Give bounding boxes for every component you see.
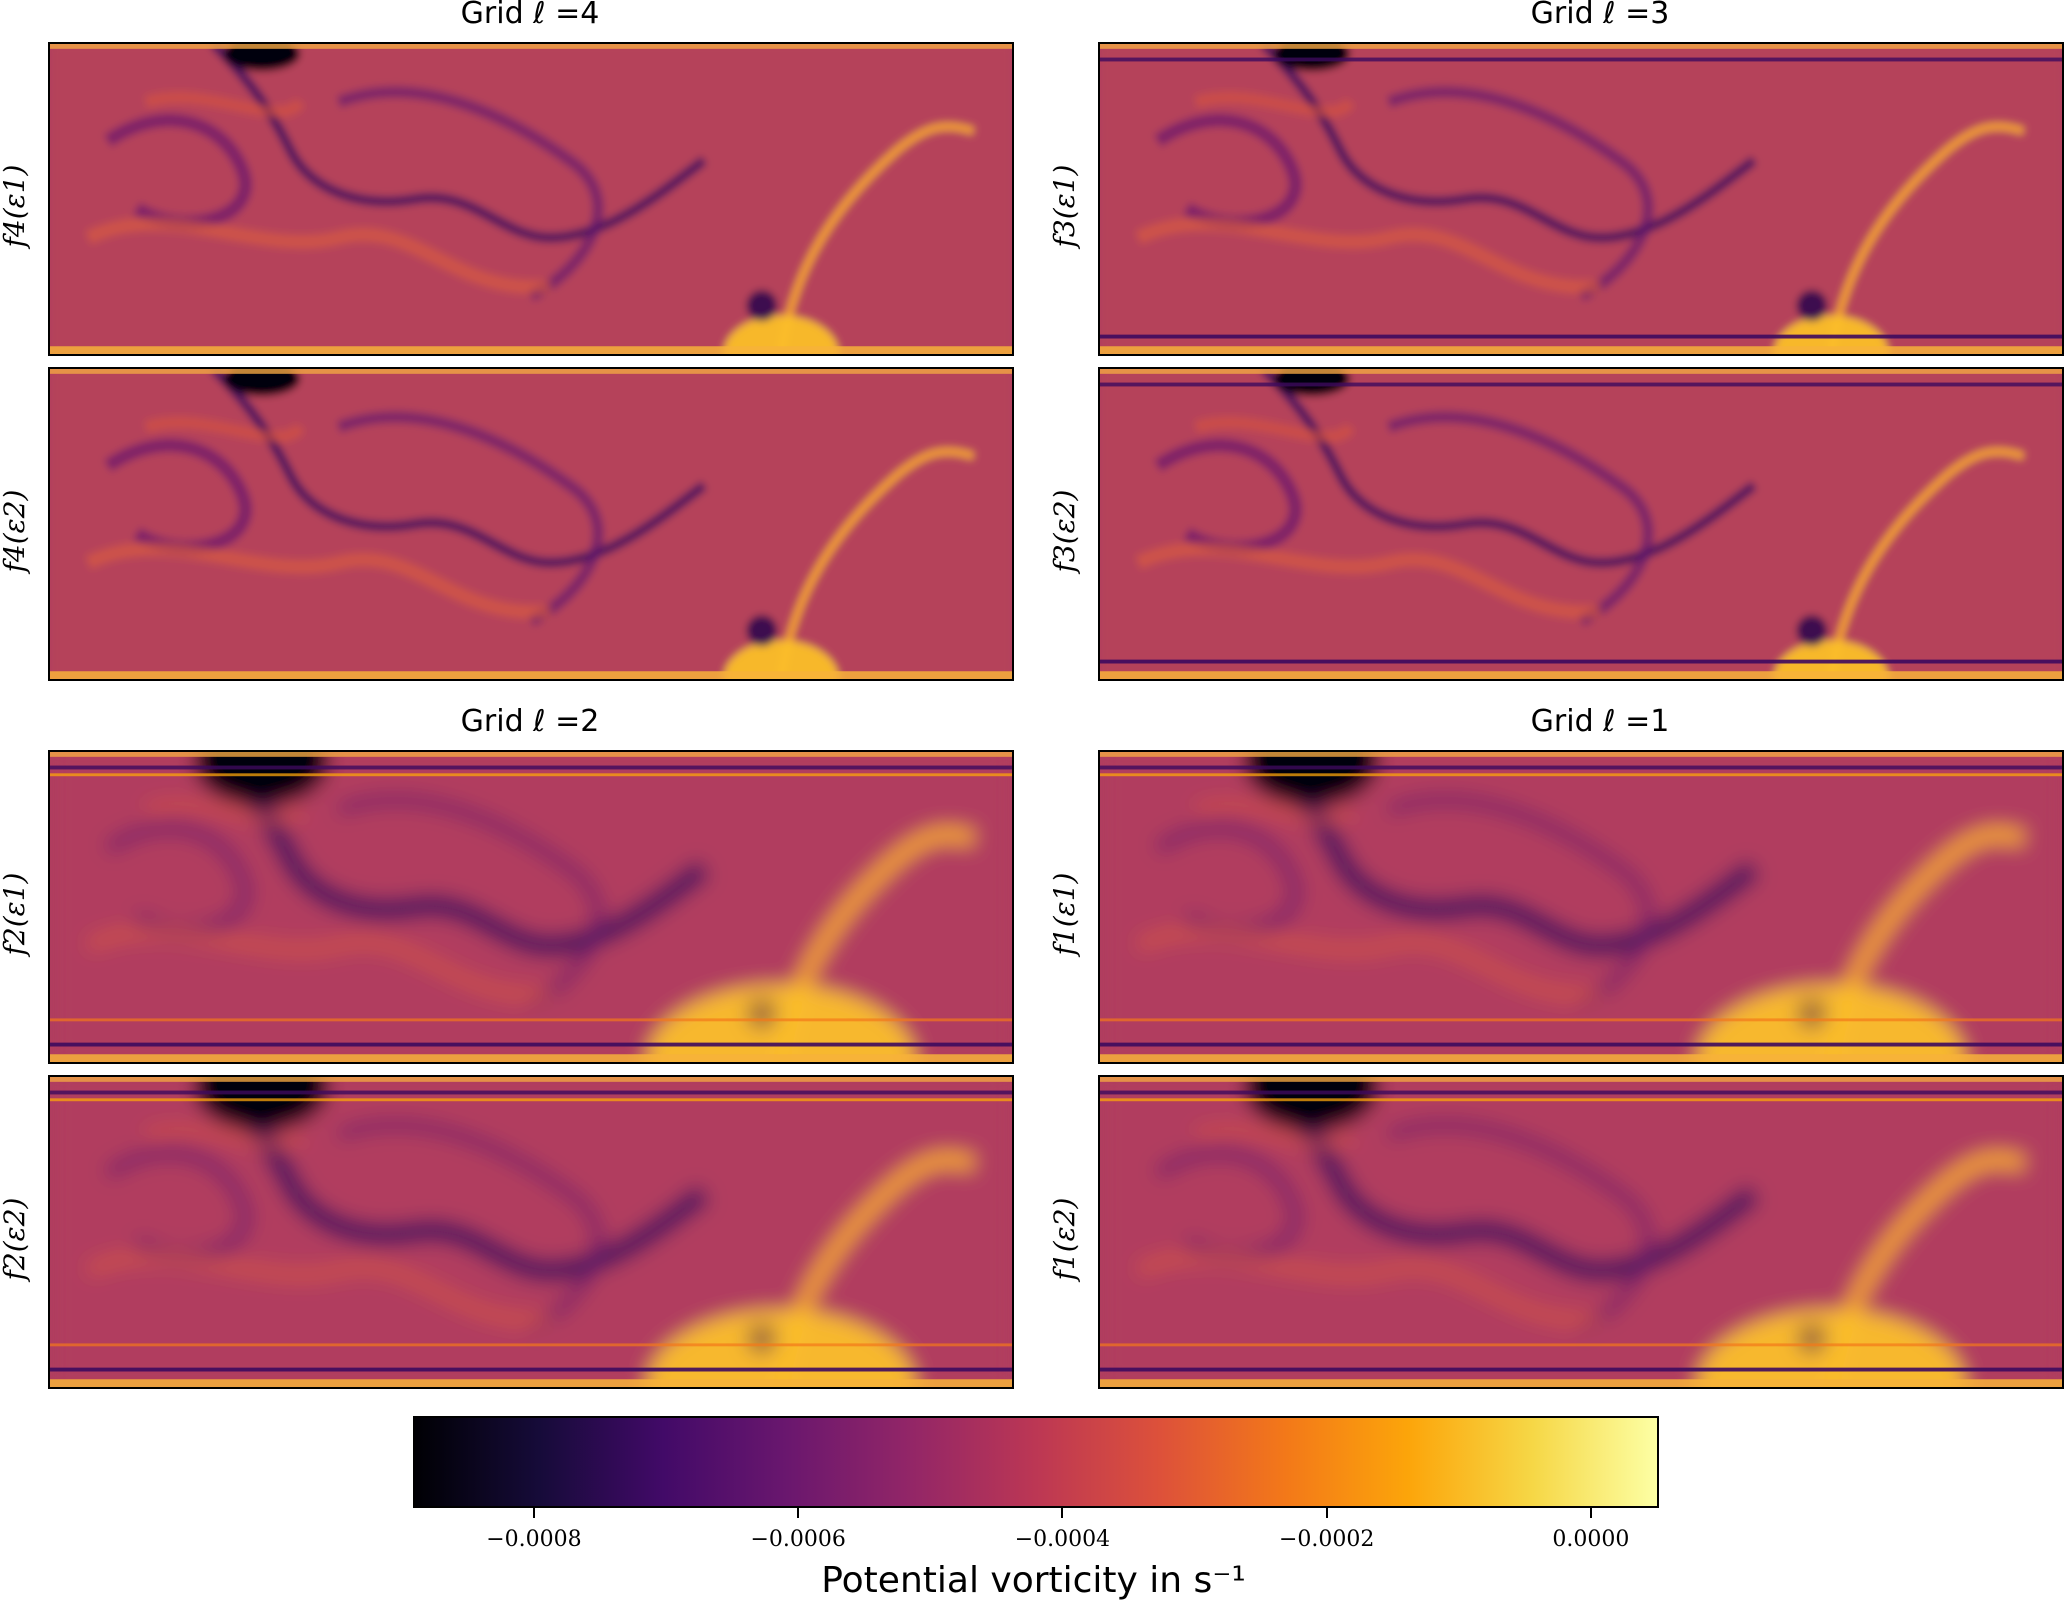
panel-title-grid-1: Grid ℓ =1 bbox=[1530, 704, 1670, 739]
panel-title-grid-2: Grid ℓ =2 bbox=[460, 704, 600, 739]
heatmap-f1-e2 bbox=[1098, 1075, 2064, 1389]
colorbar-tick-label: −0.0006 bbox=[750, 1527, 846, 1552]
colorbar-tick bbox=[1589, 1508, 1592, 1518]
heatmap-f2-e2 bbox=[48, 1075, 1014, 1389]
panel-title-grid-4: Grid ℓ =4 bbox=[460, 0, 600, 31]
colorbar-tick-label: −0.0002 bbox=[1278, 1527, 1375, 1552]
heatmap-f3-e1 bbox=[1098, 42, 2064, 356]
heatmap-f2-e1 bbox=[48, 750, 1014, 1064]
colorbar-tick bbox=[532, 1508, 535, 1518]
colorbar-tick-label: −0.0004 bbox=[1014, 1527, 1111, 1552]
colorbar-tick bbox=[1325, 1508, 1328, 1518]
ylabel-f2-e1: f2(ε1) bbox=[0, 872, 31, 956]
ylabel-f4-e1: f4(ε1) bbox=[0, 164, 31, 248]
colorbar-label: Potential vorticity in s⁻¹ bbox=[821, 1560, 1246, 1601]
panel-title-grid-3: Grid ℓ =3 bbox=[1530, 0, 1670, 31]
colorbar-tick bbox=[1061, 1508, 1064, 1518]
colorbar-gradient bbox=[415, 1418, 1657, 1506]
ylabel-f2-e2: f2(ε2) bbox=[0, 1197, 31, 1281]
heatmap-f1-e1 bbox=[1098, 750, 2064, 1064]
ylabel-f1-e1: f1(ε1) bbox=[1048, 872, 1081, 956]
colorbar bbox=[413, 1416, 1659, 1508]
colorbar-tick bbox=[797, 1508, 800, 1518]
ylabel-f1-e2: f1(ε2) bbox=[1048, 1197, 1081, 1281]
ylabel-f4-e2: f4(ε2) bbox=[0, 489, 31, 573]
ylabel-f3-e2: f3(ε2) bbox=[1048, 489, 1081, 573]
heatmap-f3-e2 bbox=[1098, 367, 2064, 681]
colorbar-tick-label: 0.0000 bbox=[1552, 1527, 1630, 1552]
ylabel-f3-e1: f3(ε1) bbox=[1048, 164, 1081, 248]
colorbar-tick-label: −0.0008 bbox=[486, 1527, 582, 1552]
heatmap-f4-e2 bbox=[48, 367, 1014, 681]
heatmap-f4-e1 bbox=[48, 42, 1014, 356]
